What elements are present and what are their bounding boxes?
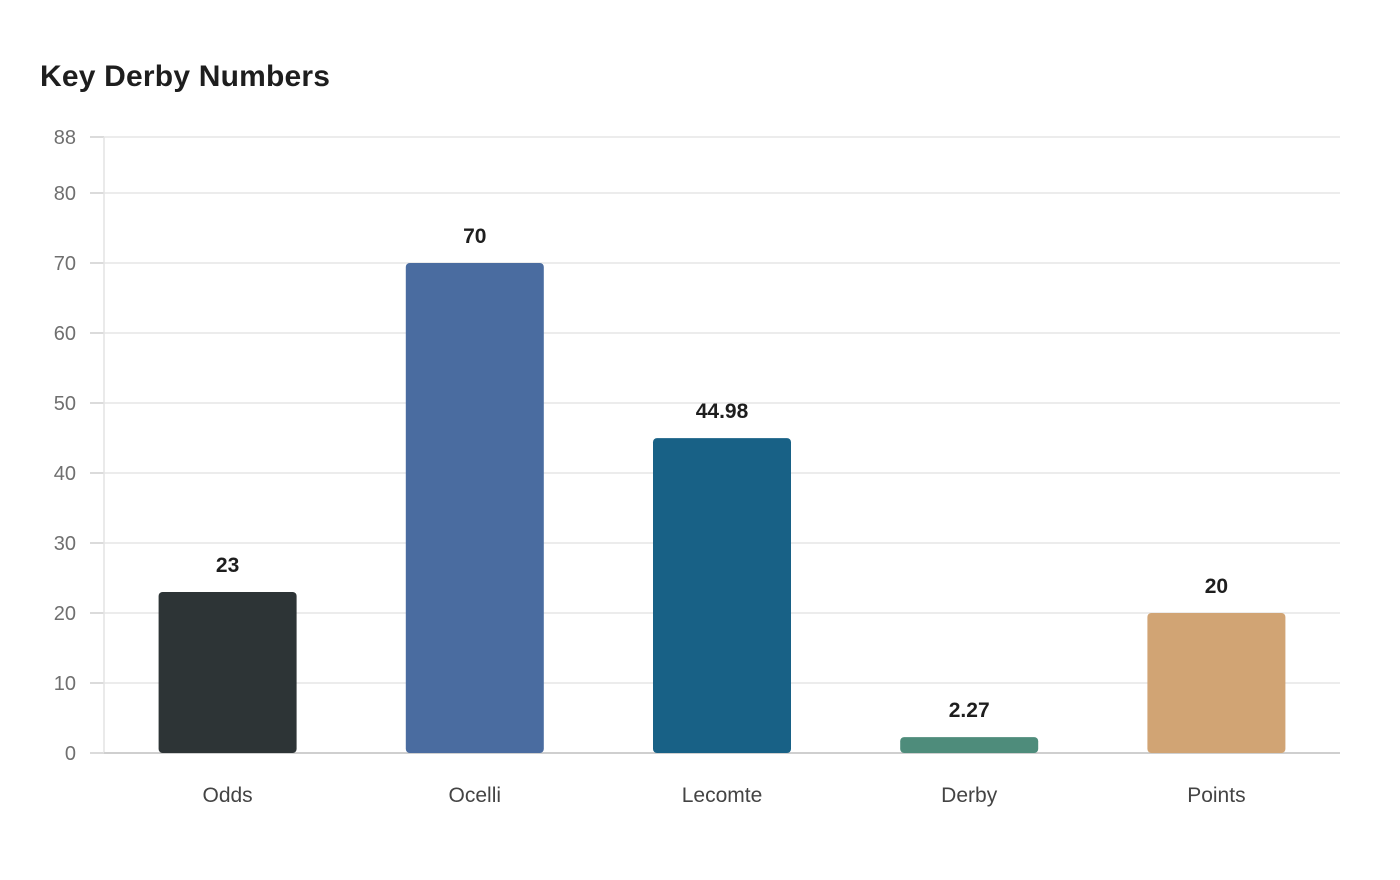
data-label: 70 xyxy=(463,225,486,248)
y-tick-label: 10 xyxy=(54,673,76,695)
labels: 0 10 20 30 40 50 60 70 80 88 23 Odds 70 Ocelli 44.98 Le… xyxy=(54,127,1246,807)
y-tick-label: 88 xyxy=(54,127,76,149)
bar-lecomte xyxy=(653,438,791,753)
x-tick-label: Points xyxy=(1187,784,1245,807)
bars xyxy=(158,263,1286,753)
x-tick-label: Odds xyxy=(202,784,252,807)
y-tick-label: 0 xyxy=(65,743,76,765)
y-tick-label: 80 xyxy=(54,183,76,205)
data-label: 44.98 xyxy=(696,400,749,423)
x-tick-label: Lecomte xyxy=(682,784,763,807)
bar-ocelli xyxy=(405,263,544,753)
data-label: 20 xyxy=(1205,575,1228,598)
y-tick-label: 60 xyxy=(54,323,76,345)
y-tick-label: 30 xyxy=(54,533,76,555)
x-tick-label: Ocelli xyxy=(449,784,502,807)
bar-odds xyxy=(158,592,297,753)
data-label: 2.27 xyxy=(949,699,990,722)
chart-title: Key Derby Numbers xyxy=(40,60,331,93)
bar-derby xyxy=(900,737,1039,753)
x-tick-label: Derby xyxy=(941,784,998,807)
y-tick-label: 20 xyxy=(54,603,76,625)
y-tick-label: 50 xyxy=(54,393,76,415)
y-tick-label: 70 xyxy=(54,253,76,275)
bar-points xyxy=(1147,613,1286,753)
data-label: 23 xyxy=(216,554,239,577)
y-tick-label: 40 xyxy=(54,463,76,485)
